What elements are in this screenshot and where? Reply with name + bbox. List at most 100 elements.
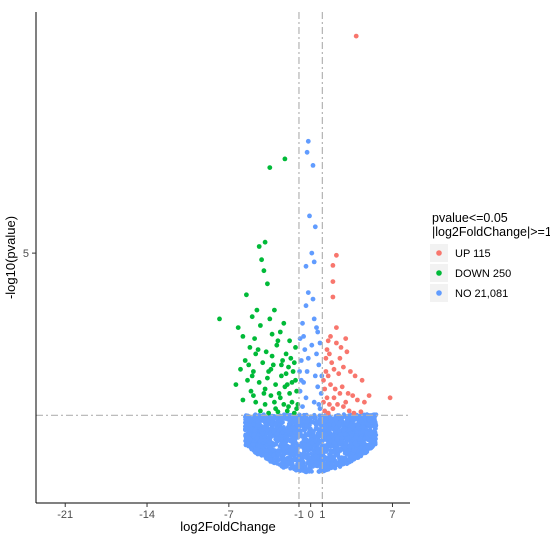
- scatter-point-bg: [312, 435, 317, 440]
- scatter-point-bg: [366, 431, 371, 437]
- scatter-point-bg: [290, 461, 295, 466]
- scatter-point: [248, 388, 254, 394]
- scatter-point-bg: [291, 416, 296, 421]
- scatter-point-bg: [310, 429, 316, 434]
- scatter-point: [253, 351, 259, 357]
- scatter-point-bg: [245, 433, 250, 439]
- scatter-point: [300, 320, 305, 326]
- y-axis-title: -log10(pvalue): [3, 216, 18, 299]
- scatter-point: [253, 399, 259, 405]
- scatter-point: [298, 377, 304, 383]
- scatter-point-bg: [288, 454, 293, 459]
- scatter-point: [270, 362, 276, 368]
- scatter-point-bg: [302, 451, 307, 456]
- scatter-point: [235, 325, 241, 330]
- scatter-point: [263, 349, 269, 355]
- scatter-point: [217, 316, 222, 322]
- scatter-point: [315, 384, 321, 390]
- scatter-point: [291, 360, 297, 366]
- scatter-point: [261, 268, 267, 274]
- scatter-point-bg: [302, 454, 308, 460]
- scatter-point-bg: [360, 413, 366, 418]
- scatter-point-bg: [248, 436, 253, 442]
- scatter-point: [286, 364, 291, 370]
- scatter-point-bg: [370, 443, 376, 449]
- scatter-point: [321, 377, 326, 383]
- scatter-point-bg: [259, 444, 264, 449]
- scatter-point-bg: [256, 419, 261, 425]
- scatter-point-bg: [264, 448, 270, 453]
- scatter-point-bg: [278, 426, 283, 432]
- scatter-point-bg: [268, 426, 273, 432]
- scatter-point-bg: [285, 417, 291, 422]
- scatter-point: [273, 382, 278, 387]
- scatter-point-bg: [252, 428, 258, 433]
- scatter-point-bg: [365, 422, 371, 427]
- scatter-point: [256, 380, 262, 385]
- scatter-point-bg: [258, 437, 264, 443]
- scatter-point: [260, 360, 266, 366]
- scatter-point: [312, 224, 318, 230]
- scatter-point-bg: [316, 469, 321, 474]
- scatter-point: [274, 342, 280, 348]
- scatter-point: [366, 393, 372, 398]
- scatter-point: [303, 263, 309, 269]
- scatter-point: [282, 156, 288, 162]
- scatter-point-bg: [325, 458, 331, 463]
- scatter-point-bg: [271, 414, 277, 419]
- scatter-point-bg: [274, 431, 280, 436]
- scatter-point: [262, 402, 268, 407]
- scatter-point-bg: [272, 441, 277, 446]
- scatter-point: [293, 345, 298, 350]
- scatter-point-bg: [362, 450, 367, 456]
- scatter-point-bg: [319, 438, 325, 443]
- scatter-point: [352, 373, 358, 379]
- scatter-point: [263, 415, 269, 420]
- scatter-point: [387, 395, 393, 401]
- x-tick-label: 0: [308, 509, 314, 521]
- scatter-point: [311, 399, 317, 405]
- scatter-point-bg: [331, 422, 336, 427]
- scatter-point: [233, 382, 239, 387]
- scatter-point-bg: [290, 448, 295, 454]
- threshold-lines: [36, 12, 410, 503]
- scatter-point-bg: [323, 425, 328, 430]
- legend-title-line2: |log2FoldChange|>=1: [432, 225, 550, 239]
- scatter-point-bg: [314, 446, 320, 451]
- scatter-point: [327, 402, 332, 407]
- legend-key-dot: [436, 270, 442, 276]
- scatter-point: [283, 371, 289, 377]
- scatter-point-bg: [258, 448, 263, 454]
- scatter-point: [350, 393, 356, 398]
- scatter-point-bg: [297, 468, 303, 473]
- scatter-point-bg: [326, 435, 331, 440]
- scatter-point: [254, 307, 260, 313]
- x-tick-label: 1: [319, 509, 325, 521]
- scatter-point: [343, 399, 349, 405]
- scatter-point-bg: [281, 447, 286, 452]
- scatter-point: [328, 334, 333, 339]
- scatter-point: [288, 355, 294, 361]
- scatter-point-bg: [293, 467, 299, 473]
- scatter-point: [272, 307, 277, 313]
- scatter-point: [242, 358, 248, 363]
- scatter-point-bg: [350, 417, 355, 422]
- scatter-point-bg: [372, 434, 377, 439]
- legend-key-dot: [436, 250, 442, 256]
- scatter-point: [280, 358, 285, 363]
- scatter-point: [341, 404, 346, 409]
- legend-label: UP 115: [455, 248, 491, 260]
- scatter-point-bg: [281, 465, 286, 470]
- scatter-point: [291, 410, 297, 416]
- x-axis-title: log2FoldChange: [180, 519, 275, 534]
- scatter-point: [265, 375, 270, 381]
- scatter-point: [334, 340, 339, 346]
- scatter-point-bg: [340, 435, 345, 441]
- scatter-point-bg: [294, 422, 299, 427]
- legend-label: NO 21,081: [455, 288, 508, 300]
- scatter-point-bg: [365, 445, 371, 450]
- scatter-point: [317, 340, 323, 346]
- scatter-point-bg: [346, 457, 351, 462]
- scatter-point-bg: [261, 418, 266, 423]
- scatter-point-bg: [244, 418, 250, 423]
